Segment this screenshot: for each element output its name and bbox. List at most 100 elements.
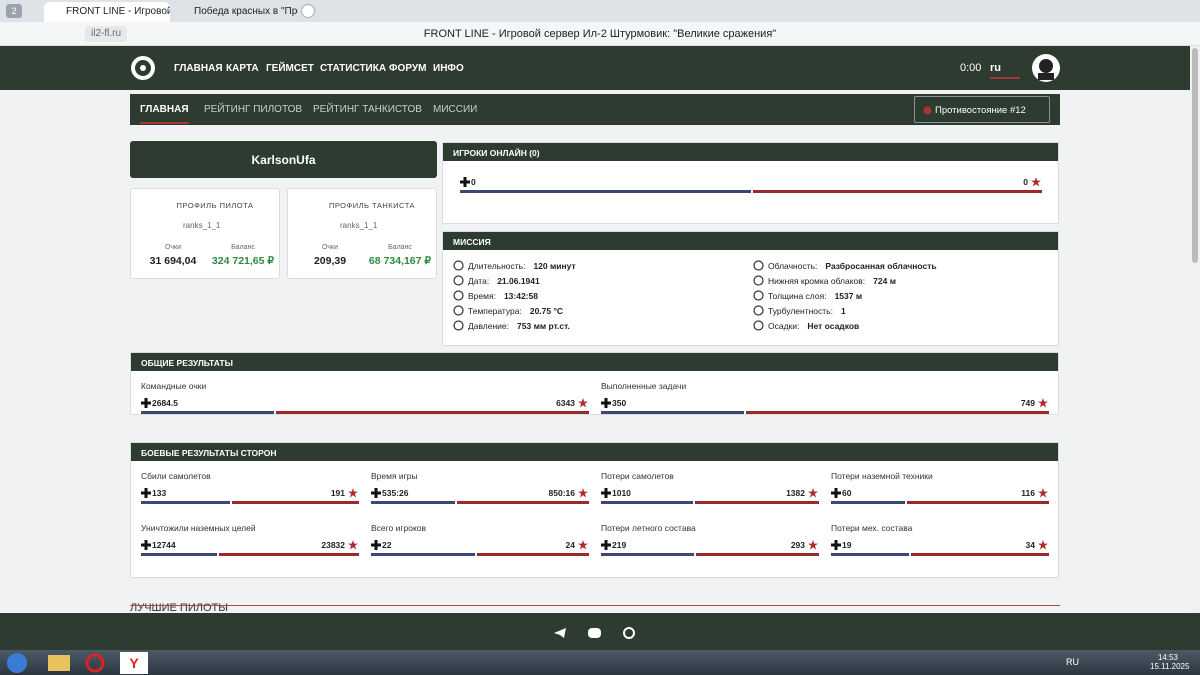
panel: ИГРОКИ ОНЛАЙН (0) 0 0 (442, 142, 1059, 224)
stat-label: Потери самолетов (601, 471, 674, 481)
bar-right (276, 411, 589, 414)
right-value: 0 (1023, 177, 1028, 187)
stat-bar (141, 411, 589, 414)
logo[interactable] (130, 55, 156, 81)
bar-left (601, 411, 744, 414)
stat-row: 350 749 (601, 397, 1049, 409)
season-button[interactable]: Противостояние #12 (914, 96, 1050, 123)
star-icon (1038, 540, 1049, 550)
star (1038, 540, 1048, 550)
avatar[interactable] (1031, 53, 1061, 83)
tab[interactable]: FRONT LINE - Игровой (44, 2, 170, 22)
bar-left (831, 501, 906, 504)
tab[interactable]: Победа красных в "Прот (194, 6, 298, 17)
sub-nav-link[interactable]: РЕЙТИНГ ТАНКИСТОВ (313, 104, 422, 115)
taskbar-apps[interactable]: Y (4, 651, 154, 675)
cross (141, 540, 151, 550)
mission-value: 753 мм рт.ст. (517, 320, 570, 331)
sub-nav-link[interactable]: МИССИИ (433, 104, 478, 115)
star (808, 488, 818, 498)
right-value: 6343 (556, 398, 575, 408)
stat-label: Уничтожили наземных целей (141, 523, 256, 533)
card-title: ПРОФИЛЬ ТАНКИСТА (328, 201, 416, 210)
bar-left (831, 553, 910, 556)
mission-label: Нижняя кромка облаков: (768, 275, 866, 286)
star-icon (578, 398, 589, 408)
right-value: 116 (1021, 488, 1035, 498)
cross-icon (831, 488, 842, 498)
scroll-thumb[interactable] (1192, 48, 1198, 263)
profile-card[interactable]: ПРОФИЛЬ ТАНКИСТА ranks_1_1 Очки Баланс 209,3… (287, 188, 437, 279)
nav-link[interactable]: КАРТА (226, 63, 259, 74)
stat-label: Всего игроков (371, 523, 427, 533)
stat-bar (601, 411, 1049, 414)
lang[interactable]: ru (990, 62, 1020, 79)
new-tab[interactable] (301, 4, 315, 18)
mission-label: Осадки: (768, 320, 800, 331)
cross-icon (141, 398, 152, 408)
left-value: 12744 (152, 540, 176, 550)
panel-header: БОЕВЫЕ РЕЗУЛЬТАТЫ СТОРОН (131, 443, 1058, 461)
cross (371, 488, 381, 498)
balance-label: Баланс (231, 244, 255, 251)
time: 14:53 (1157, 653, 1179, 662)
nav-link[interactable]: ГЛАВНАЯ (174, 63, 223, 74)
stat-bar (141, 553, 359, 556)
star-icon (348, 540, 359, 550)
mission-row: Дата: 21.06.1941 (453, 275, 540, 286)
panel-header: МИССИЯ (443, 232, 1058, 250)
bar-left (371, 553, 476, 556)
input-lang[interactable]: RU (1066, 657, 1079, 667)
social-icons[interactable] (553, 626, 643, 640)
stat-bar (371, 553, 589, 556)
nav-link[interactable]: СТАТИСТИКА (320, 63, 387, 74)
cross (141, 398, 151, 408)
cross (460, 177, 470, 187)
left-value: 19 (842, 540, 852, 550)
mission-icon (753, 290, 764, 301)
comparison: Потери летного состава 219 293 (601, 523, 819, 556)
star (348, 488, 358, 498)
stat-bar (601, 553, 819, 556)
bar-left (141, 411, 275, 414)
panel-header: ИГРОКИ ОНЛАЙН (0) (443, 143, 1058, 161)
stat-row: 133 191 (141, 487, 359, 499)
cross (601, 398, 611, 408)
profile-card[interactable]: ПРОФИЛЬ ПИЛОТА ranks_1_1 Очки Баланс 31 694,… (130, 188, 280, 279)
comparison: Сбили самолетов 133 191 (141, 471, 359, 504)
left-value: 133 (152, 488, 167, 498)
rank-image: ranks_1_1 (340, 221, 378, 230)
stat-row: 22 24 (371, 539, 589, 551)
panel: МИССИЯ Длительность: 120 минут Дата: 21.06.1… (442, 231, 1059, 346)
nav-link[interactable]: ФОРУМ (389, 63, 427, 74)
header: 0:00 ru ГЛАВНАЯ КАРТА ГЕЙМСЕТ СТАТИСТИКА ФОР… (0, 46, 1190, 90)
bar-right (232, 501, 359, 504)
mission-icon (453, 275, 464, 286)
mission-icon (453, 320, 464, 331)
url[interactable]: il2-fl.ru (85, 26, 128, 42)
nav-link[interactable]: ГЕЙМСЕТ (266, 63, 314, 74)
nav-link[interactable]: ИНФО (433, 63, 464, 74)
mission-label: Время: (468, 290, 496, 301)
mission-label: Облачность: (768, 260, 818, 271)
sub-nav-link[interactable]: РЕЙТИНГ ПИЛОТОВ (204, 104, 303, 115)
stat-bar (460, 190, 1042, 193)
mission-row: Облачность: Разбросанная облачность (753, 260, 937, 271)
cross-icon (601, 488, 612, 498)
points: 209,39 (313, 255, 347, 267)
right-value: 850:16 (548, 488, 575, 498)
clock[interactable]: 14:53 15.11.2025 (1150, 653, 1189, 671)
tab-count[interactable]: 2 (6, 4, 22, 18)
star-icon (578, 488, 589, 498)
site: 0:00 ru ГЛАВНАЯ КАРТА ГЕЙМСЕТ СТАТИСТИКА ФОР… (0, 46, 1190, 613)
cross (601, 488, 611, 498)
star-icon (808, 488, 819, 498)
bar-left (141, 501, 231, 504)
button-label: Противостояние #12 (935, 105, 1026, 116)
cross (141, 488, 151, 498)
sub-nav-link[interactable]: ГЛАВНАЯ (140, 104, 189, 124)
bar-right (696, 553, 819, 556)
mission-row: Длительность: 120 минут (453, 260, 576, 271)
mission-icon (753, 260, 764, 271)
cross-icon (601, 398, 612, 408)
